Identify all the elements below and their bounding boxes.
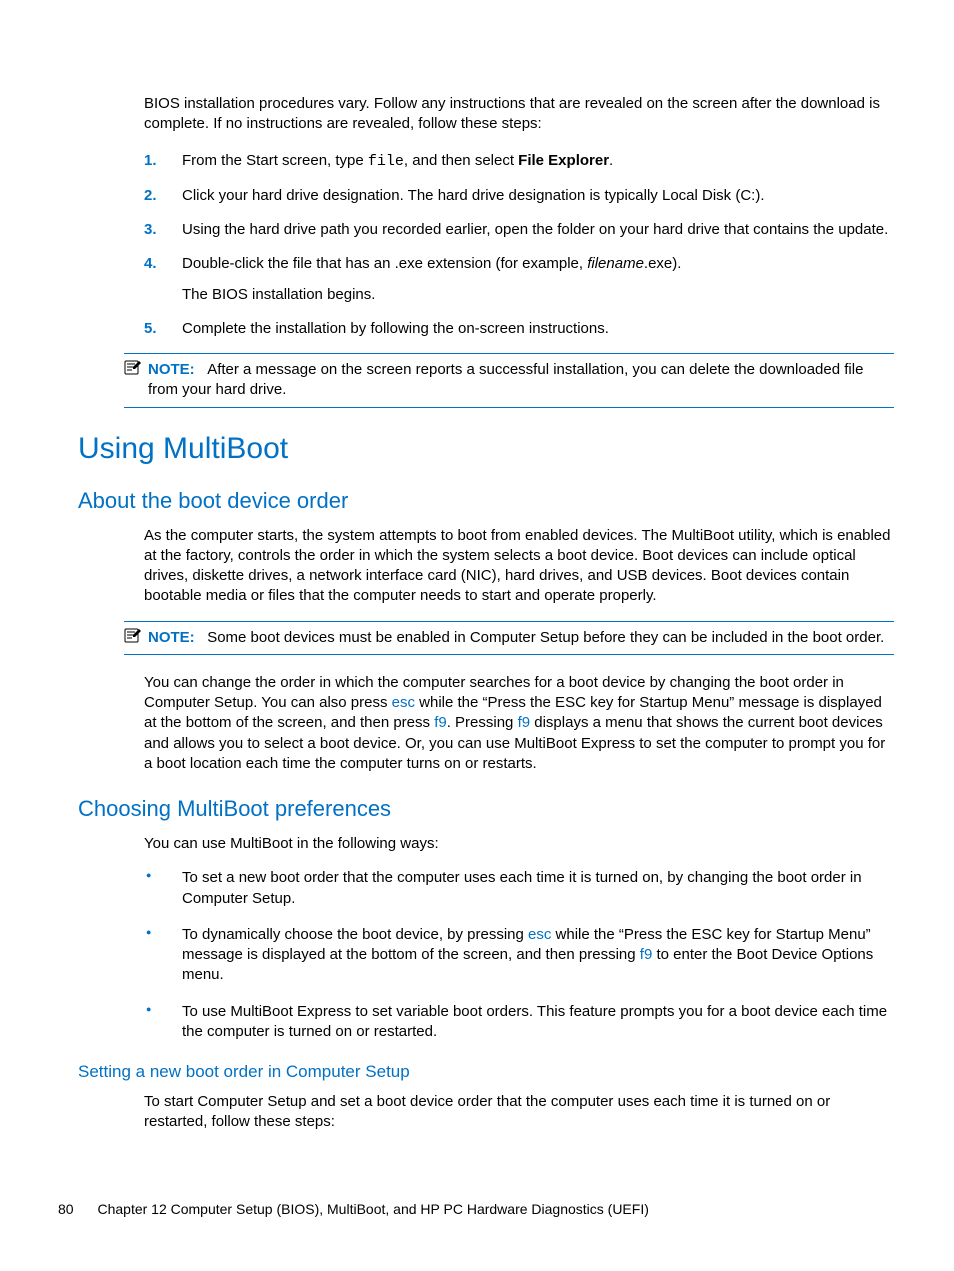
step-text: Click your hard drive designation. The h… [182,187,765,204]
heading-choosing-preferences: Choosing MultiBoot preferences [78,796,894,822]
chapter-title: Chapter 12 Computer Setup (BIOS), MultiB… [97,1201,648,1217]
list-item: To set a new boot order that the compute… [144,868,894,909]
step-text: Complete the installation by following t… [182,320,609,337]
step-number: 3. [144,220,157,240]
step-number: 5. [144,319,157,339]
note-icon [124,628,142,644]
note-block-2: NOTE: Some boot devices must be enabled … [124,621,894,655]
step-bold: File Explorer [518,152,609,169]
setup-paragraph: To start Computer Setup and set a boot d… [144,1092,894,1133]
note-text: Some boot devices must be enabled in Com… [207,629,884,646]
heading-about-boot-order: About the boot device order [78,488,894,514]
step-text-pre: Double-click the file that has an .exe e… [182,255,587,272]
note-icon [124,360,142,376]
key-f9: f9 [518,714,531,731]
step-number: 2. [144,186,157,206]
note-label: NOTE: [148,629,195,646]
change-order-paragraph: You can change the order in which the co… [144,673,894,774]
step-text-post: .exe). [644,255,682,272]
page-content: BIOS installation procedures vary. Follo… [0,0,954,1187]
step-3: 3. Using the hard drive path you recorde… [144,220,894,240]
step-number: 4. [144,254,157,274]
key-esc: esc [528,926,551,943]
multiboot-ways-list: To set a new boot order that the compute… [144,868,894,1042]
step-5: 5. Complete the installation by followin… [144,319,894,339]
step-italic: filename [587,255,644,272]
step-number: 1. [144,151,157,171]
key-esc: esc [392,694,415,711]
step-subtext: The BIOS installation begins. [182,285,894,305]
page-number: 80 [58,1201,74,1217]
step-code: file [368,153,404,170]
step-text-mid: , and then select [404,152,518,169]
step-text: Using the hard drive path you recorded e… [182,221,888,238]
bullet-text: To set a new boot order that the compute… [182,869,862,906]
note-label: NOTE: [148,361,195,378]
bullet-text: To use MultiBoot Express to set variable… [182,1003,887,1040]
step-4: 4. Double-click the file that has an .ex… [144,254,894,305]
key-f9: f9 [434,714,447,731]
step-text-pre: From the Start screen, type [182,152,368,169]
note-text [199,629,207,646]
intro-paragraph: BIOS installation procedures vary. Follo… [144,94,894,135]
step-1: 1. From the Start screen, type file, and… [144,151,894,172]
page-footer: 80 Chapter 12 Computer Setup (BIOS), Mul… [58,1201,894,1217]
step-2: 2. Click your hard drive designation. Th… [144,186,894,206]
note-block-1: NOTE: After a message on the screen repo… [124,353,894,408]
text-segment: To dynamically choose the boot device, b… [182,926,528,943]
note-text: After a message on the screen reports a … [148,361,863,398]
bios-steps-list: 1. From the Start screen, type file, and… [144,151,894,340]
list-item: To use MultiBoot Express to set variable… [144,1002,894,1043]
about-paragraph: As the computer starts, the system attem… [144,526,894,607]
list-item: To dynamically choose the boot device, b… [144,925,894,986]
key-f9: f9 [640,946,653,963]
note-text [199,361,207,378]
ways-paragraph: You can use MultiBoot in the following w… [144,834,894,854]
step-text-post: . [609,152,613,169]
heading-setting-boot-order: Setting a new boot order in Computer Set… [78,1062,894,1082]
text-segment: . Pressing [447,714,518,731]
heading-using-multiboot: Using MultiBoot [78,432,894,466]
